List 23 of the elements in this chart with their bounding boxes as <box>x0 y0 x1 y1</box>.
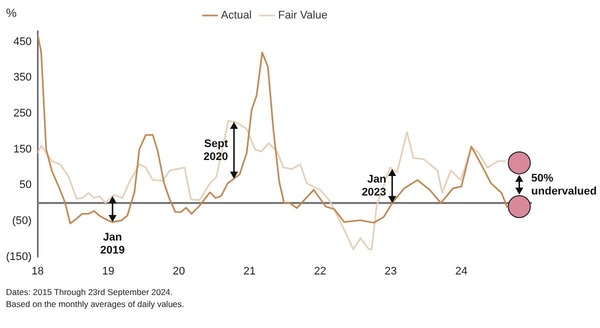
x-tick-label: 20 <box>172 265 186 278</box>
text: Dates: 2015 Through 23rd September 2024. <box>6 286 174 298</box>
legend-label: Fair Value <box>278 10 328 22</box>
y-axis-title: % <box>6 6 17 20</box>
y-tick-label: 350 <box>13 72 32 84</box>
y-tick-label: 50 <box>19 179 32 192</box>
x-tick-label: 23 <box>384 265 397 278</box>
annotation: Jan 2023 <box>362 174 386 199</box>
x-tick-label: 24 <box>455 265 468 278</box>
annotation: 50% undervalued <box>531 172 597 198</box>
y-tick-label: (50) <box>12 214 32 227</box>
x-tick-label: 19 <box>102 265 114 278</box>
x-tick-label: 21 <box>243 265 256 278</box>
y-tick-label: 450 <box>13 36 32 48</box>
y-tick-label: (150) <box>6 250 32 263</box>
annotation: Sept 2020 <box>204 138 228 163</box>
legend-label: Actual <box>221 10 252 22</box>
x-tick-label: 22 <box>314 265 326 278</box>
annotation: Jan 2019 <box>100 232 125 257</box>
y-tick-label: 150 <box>13 143 32 156</box>
x-tick-label: 18 <box>32 265 44 278</box>
text: Based on the monthly averages of daily values. <box>6 298 184 310</box>
y-tick-label: 250 <box>13 107 32 120</box>
